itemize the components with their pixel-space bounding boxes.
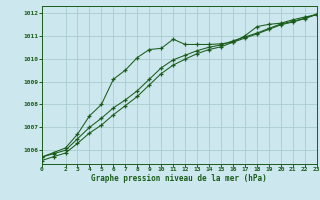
X-axis label: Graphe pression niveau de la mer (hPa): Graphe pression niveau de la mer (hPa) — [91, 174, 267, 183]
